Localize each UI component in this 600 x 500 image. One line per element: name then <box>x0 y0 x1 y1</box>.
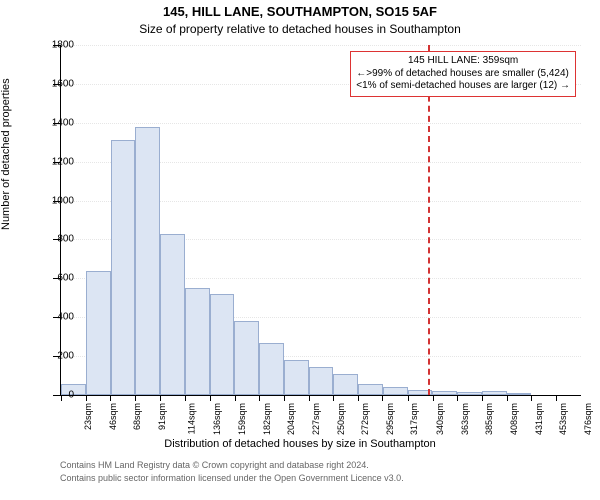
marker-line <box>428 45 430 395</box>
x-tick-label: 114sqm <box>187 403 197 434</box>
y-tick-label: 600 <box>57 273 74 284</box>
y-tick-label: 1400 <box>52 117 74 128</box>
x-tick <box>235 395 236 401</box>
x-tick <box>433 395 434 401</box>
histogram-bar <box>160 234 185 395</box>
footnote-1: Contains HM Land Registry data © Crown c… <box>60 460 369 470</box>
footnote-2: Contains public sector information licen… <box>60 473 404 483</box>
x-tick <box>110 395 111 401</box>
histogram-bar <box>210 294 235 395</box>
annotation-right: <1% of semi-detached houses are larger (… <box>356 80 570 91</box>
x-tick-label: 340sqm <box>435 403 445 435</box>
histogram-bar <box>383 387 408 395</box>
x-tick-label: 363sqm <box>460 403 470 435</box>
y-tick-label: 1600 <box>52 78 74 89</box>
y-axis-label: Number of detached properties <box>0 78 12 230</box>
histogram-bar <box>86 271 111 395</box>
histogram-bar <box>358 384 383 395</box>
y-tick-label: 1200 <box>52 156 74 167</box>
x-tick <box>160 395 161 401</box>
y-tick <box>53 395 61 396</box>
x-tick-label: 68sqm <box>132 403 142 430</box>
y-tick-label: 800 <box>57 234 74 245</box>
histogram-bar <box>234 321 259 395</box>
x-tick-label: 46sqm <box>108 403 118 430</box>
x-tick <box>358 395 359 401</box>
histogram-bar <box>111 140 136 395</box>
y-tick-label: 1000 <box>52 195 74 206</box>
histogram-bar <box>432 391 457 395</box>
x-tick-label: 453sqm <box>558 403 568 435</box>
histogram-bar <box>135 127 160 395</box>
chart-title: 145, HILL LANE, SOUTHAMPTON, SO15 5AF <box>0 4 600 19</box>
x-tick-label: 317sqm <box>409 403 419 435</box>
histogram-bar <box>333 374 358 395</box>
x-tick <box>135 395 136 401</box>
x-tick-label: 159sqm <box>237 403 247 435</box>
plot-area: 145 HILL LANE: 359sqm >99% of detached h… <box>60 45 581 396</box>
annotation-left: >99% of detached houses are smaller (5,4… <box>356 68 569 79</box>
y-tick-label: 200 <box>57 351 74 362</box>
x-tick-label: 204sqm <box>286 403 296 435</box>
x-tick-label: 182sqm <box>262 403 272 435</box>
x-tick-label: 408sqm <box>509 403 519 435</box>
histogram-bar <box>482 391 507 395</box>
x-tick-label: 476sqm <box>583 403 593 435</box>
x-tick-label: 272sqm <box>360 403 370 435</box>
histogram-bar <box>185 288 210 395</box>
grid-line <box>61 45 581 46</box>
histogram-bar <box>507 393 532 395</box>
annotation-box: 145 HILL LANE: 359sqm >99% of detached h… <box>350 51 576 97</box>
x-tick <box>507 395 508 401</box>
grid-line <box>61 123 581 124</box>
y-tick-label: 400 <box>57 312 74 323</box>
x-tick <box>457 395 458 401</box>
x-tick <box>259 395 260 401</box>
x-tick <box>482 395 483 401</box>
x-tick <box>408 395 409 401</box>
histogram-bar <box>457 392 482 395</box>
x-tick-label: 91sqm <box>157 403 167 430</box>
x-tick <box>210 395 211 401</box>
x-tick <box>185 395 186 401</box>
x-tick <box>333 395 334 401</box>
x-tick <box>382 395 383 401</box>
histogram-bar <box>259 343 284 395</box>
x-tick-label: 23sqm <box>83 403 93 430</box>
x-tick-label: 295sqm <box>385 403 395 435</box>
x-tick <box>284 395 285 401</box>
y-tick-label: 1800 <box>52 40 74 51</box>
annotation-title: 145 HILL LANE: 359sqm <box>356 55 570 68</box>
histogram-bar <box>309 367 334 395</box>
chart-subtitle: Size of property relative to detached ho… <box>0 22 600 36</box>
x-tick <box>309 395 310 401</box>
x-tick <box>531 395 532 401</box>
x-tick-label: 385sqm <box>484 403 494 435</box>
x-tick-label: 431sqm <box>534 403 544 435</box>
x-tick <box>86 395 87 401</box>
x-axis-label: Distribution of detached houses by size … <box>0 438 600 450</box>
x-tick <box>556 395 557 401</box>
x-tick <box>61 395 62 401</box>
histogram-bar <box>284 360 309 395</box>
x-tick-label: 136sqm <box>212 403 222 435</box>
x-tick-label: 250sqm <box>336 403 346 435</box>
x-tick-label: 227sqm <box>311 403 321 435</box>
y-tick-label: 0 <box>68 390 74 401</box>
